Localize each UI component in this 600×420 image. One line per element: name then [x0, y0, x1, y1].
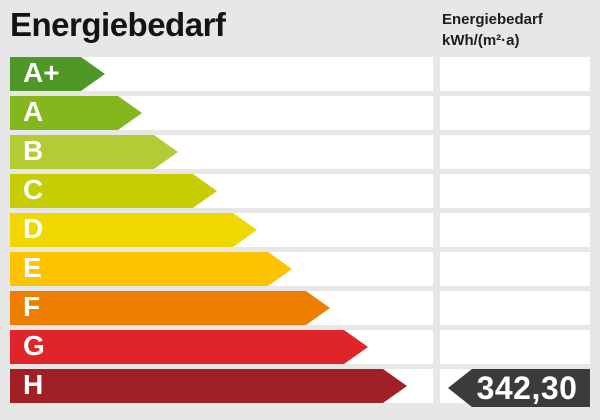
scale-row-g: G [10, 330, 433, 364]
value-cell-a-plus [440, 57, 590, 91]
energy-bar-b: B [10, 135, 178, 169]
unit-header-line2: kWh/(m²·a) [442, 32, 520, 49]
energy-class-label: F [23, 291, 41, 322]
scale-row-e: E [10, 252, 433, 286]
scale-row-c: C [10, 174, 433, 208]
scale-row-f: F [10, 291, 433, 325]
value-cell-g [440, 330, 590, 364]
value-badge-text: 342,30 [476, 370, 578, 406]
scale-row-b: B [10, 135, 433, 169]
energy-bar-c: C [10, 174, 217, 208]
value-cell-e [440, 252, 590, 286]
scale-row-a: A [10, 96, 433, 130]
scale-row-d: D [10, 213, 433, 247]
scale-row-a-plus: A+ [10, 57, 433, 91]
energy-class-label: C [23, 174, 44, 205]
page-title: Energiebedarf [10, 6, 226, 43]
value-cell-a [440, 96, 590, 130]
energy-bar-f: F [10, 291, 330, 325]
energy-bar-d: D [10, 213, 257, 247]
energy-class-label: G [23, 330, 45, 361]
energy-class-label: B [23, 135, 44, 166]
value-column [440, 57, 590, 403]
unit-header-line1: Energiebedarf [442, 11, 543, 28]
energy-bar-a-plus: A+ [10, 57, 105, 91]
value-cell-b [440, 135, 590, 169]
energy-class-label: A+ [23, 57, 60, 88]
value-cell-f [440, 291, 590, 325]
energy-bar-h: H [10, 369, 407, 403]
energy-bar-e: E [10, 252, 292, 286]
energy-class-label: A [23, 96, 44, 127]
value-cell-c [440, 174, 590, 208]
value-badge: 342,30 [448, 369, 590, 407]
unit-header: Energiebedarf kWh/(m²·a) [442, 9, 543, 51]
energy-class-label: H [23, 369, 44, 400]
scale-row-h: H [10, 369, 433, 403]
energy-bar-g: G [10, 330, 368, 364]
energy-class-label: E [23, 252, 42, 283]
energy-scale: A+ A B C D E F G H [10, 57, 433, 403]
value-cell-d [440, 213, 590, 247]
energy-bar-a: A [10, 96, 142, 130]
energy-class-label: D [23, 213, 44, 244]
